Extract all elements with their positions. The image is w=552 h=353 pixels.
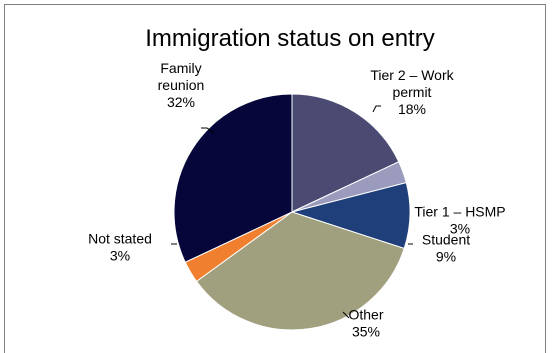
slice-name-label: permit [393,84,432,100]
leader-line [372,105,381,113]
slice-name-label: Tier 1 – HSMP [414,204,505,220]
leader-line [201,127,215,134]
slice-name-label: Not stated [88,231,152,247]
pie-slice [291,93,400,213]
slice-name-label: Student [422,232,470,248]
slice-percent-label: 3% [110,248,130,264]
leader-lines [171,105,413,319]
slice-percent-label: 9% [436,249,456,265]
slice-percent-label: 35% [352,324,380,340]
slice-percent-label: 32% [167,94,195,110]
chart-title: Immigration status on entry [145,25,434,52]
slice-name-label: Other [348,307,383,323]
pie-slice [173,93,293,263]
slice-percent-label: 3% [450,221,470,237]
slice-name-label: reunion [158,77,205,93]
pie-slices [173,93,411,331]
pie-slice [195,211,405,331]
slice-percent-label: 18% [398,101,426,117]
slice-name-label: Family [160,60,201,76]
leader-line [342,311,350,319]
slice-name-label: Tier 2 – Work [370,67,454,83]
